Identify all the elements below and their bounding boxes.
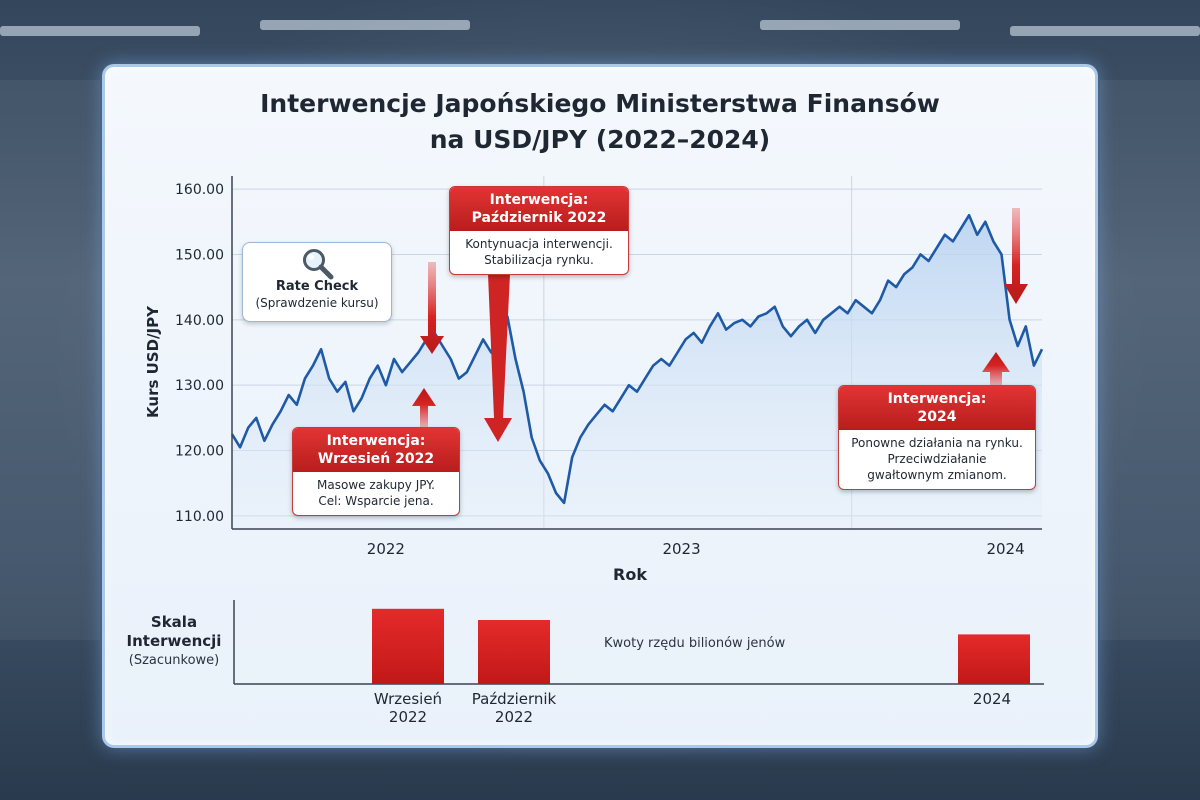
bar-category-2024: 2024 [942, 690, 1042, 708]
bar-chart-title: Skala Interwencji (Szacunkowe) [116, 613, 232, 670]
arrow-2024-down [1004, 208, 1028, 304]
y-tick-label: 140.00 [175, 313, 224, 329]
callout-2024: Interwencja: 2024 Ponowne działania na r… [838, 385, 1036, 490]
background-light-strip [1010, 26, 1200, 36]
arrow-october-down [484, 274, 512, 442]
background-light-strip [260, 20, 470, 30]
background-light-strip [760, 20, 960, 30]
bar-intervention [958, 634, 1030, 684]
x-axis-label: Rok [613, 565, 647, 584]
callout-2024-body: Ponowne działania na rynku. Przeciwdział… [839, 430, 1035, 489]
x-tick-label: 2024 [986, 540, 1024, 558]
bar-intervention [372, 608, 444, 684]
callout-october-title-2: Październik 2022 [471, 210, 607, 226]
chart-title-line-2: na USD/JPY (2022–2024) [429, 125, 771, 154]
background-monitor [1100, 80, 1200, 640]
callout-september-title-2: Wrzesień 2022 [317, 451, 435, 467]
callout-september-text-1: Masowe zakupy JPY. [317, 478, 435, 492]
x-tick-label: 2023 [662, 540, 700, 558]
callout-october-2022: Interwencja: Październik 2022 Kontynuacj… [449, 186, 629, 275]
intervention-bars [372, 608, 1030, 684]
callout-september-head: Interwencja: Wrzesień 2022 [293, 428, 459, 472]
bar-chart-subtitle: (Szacunkowe) [128, 653, 220, 668]
callout-september-body: Masowe zakupy JPY. Cel: Wsparcie jena. [293, 472, 459, 515]
bar-category-october-2022: Październik 2022 [452, 690, 576, 726]
callout-2024-text-2: Przeciwdziałanie [887, 452, 987, 466]
callout-october-head: Interwencja: Październik 2022 [450, 187, 628, 231]
y-tick-label: 150.00 [175, 247, 224, 263]
chart-title: Interwencje Japońskiego Ministerstwa Fin… [0, 86, 1200, 158]
callout-2024-text-3: gwałtownym zmianom. [867, 468, 1007, 482]
callout-2024-head: Interwencja: 2024 [839, 386, 1035, 430]
bar-category-label: 2022 [494, 708, 534, 726]
callout-october-text-2: Stabilizacja rynku. [484, 253, 594, 267]
bar-category-label: Wrzesień [373, 690, 443, 708]
rate-check-title: Rate Check [275, 279, 359, 294]
callout-2024-title-1: Interwencja: [887, 391, 987, 407]
y-axis-label: Kurs USD/JPY [144, 305, 162, 418]
y-tick-label: 110.00 [175, 509, 224, 525]
callout-september-title-1: Interwencja: [326, 433, 426, 449]
arrow-rate-check-down [420, 262, 444, 354]
x-axis-ticks: 2022 2023 2024 [367, 540, 1025, 558]
rate-check-callout: Rate Check (Sprawdzenie kursu) [242, 242, 392, 322]
bar-category-label: 2024 [972, 690, 1012, 708]
bar-category-label: Październik [471, 690, 557, 708]
arrow-2024-up [982, 352, 1010, 386]
bar-intervention [478, 620, 550, 684]
series-line-usdjpy [230, 213, 1044, 505]
callout-september-text-2: Cel: Wsparcie jena. [318, 494, 434, 508]
bar-category-label: 2022 [388, 708, 428, 726]
bar-chart-note: Kwoty rzędu bilionów jenów [604, 636, 786, 651]
callout-october-text-1: Kontynuacja interwencji. [465, 237, 613, 251]
chart-title-line-1: Interwencje Japońskiego Ministerstwa Fin… [260, 89, 940, 118]
bar-chart-title-1: Skala [150, 613, 198, 631]
callout-october-title-1: Interwencja: [489, 192, 589, 208]
bar-chart-title-2: Interwencji [126, 632, 222, 650]
background-monitor [0, 80, 100, 640]
callout-2024-text-1: Ponowne działania na rynku. [851, 436, 1023, 450]
background-light-strip [0, 26, 200, 36]
y-tick-label: 120.00 [175, 444, 224, 460]
callout-october-body: Kontynuacja interwencji. Stabilizacja ry… [450, 231, 628, 274]
bar-category-september-2022: Wrzesień 2022 [348, 690, 468, 726]
y-tick-label: 160.00 [175, 182, 224, 198]
y-tick-label: 130.00 [175, 378, 224, 394]
callout-2024-title-2: 2024 [917, 409, 957, 425]
y-axis-ticks: 110.00 120.00 130.00 140.00 150.00 160.00 [175, 182, 224, 525]
callout-september-2022: Interwencja: Wrzesień 2022 Masowe zakupy… [292, 427, 460, 516]
magnifier-icon [303, 249, 334, 280]
arrow-september-up [412, 388, 436, 428]
rate-check-subtitle: (Sprawdzenie kursu) [255, 296, 379, 310]
x-tick-label: 2022 [367, 540, 405, 558]
